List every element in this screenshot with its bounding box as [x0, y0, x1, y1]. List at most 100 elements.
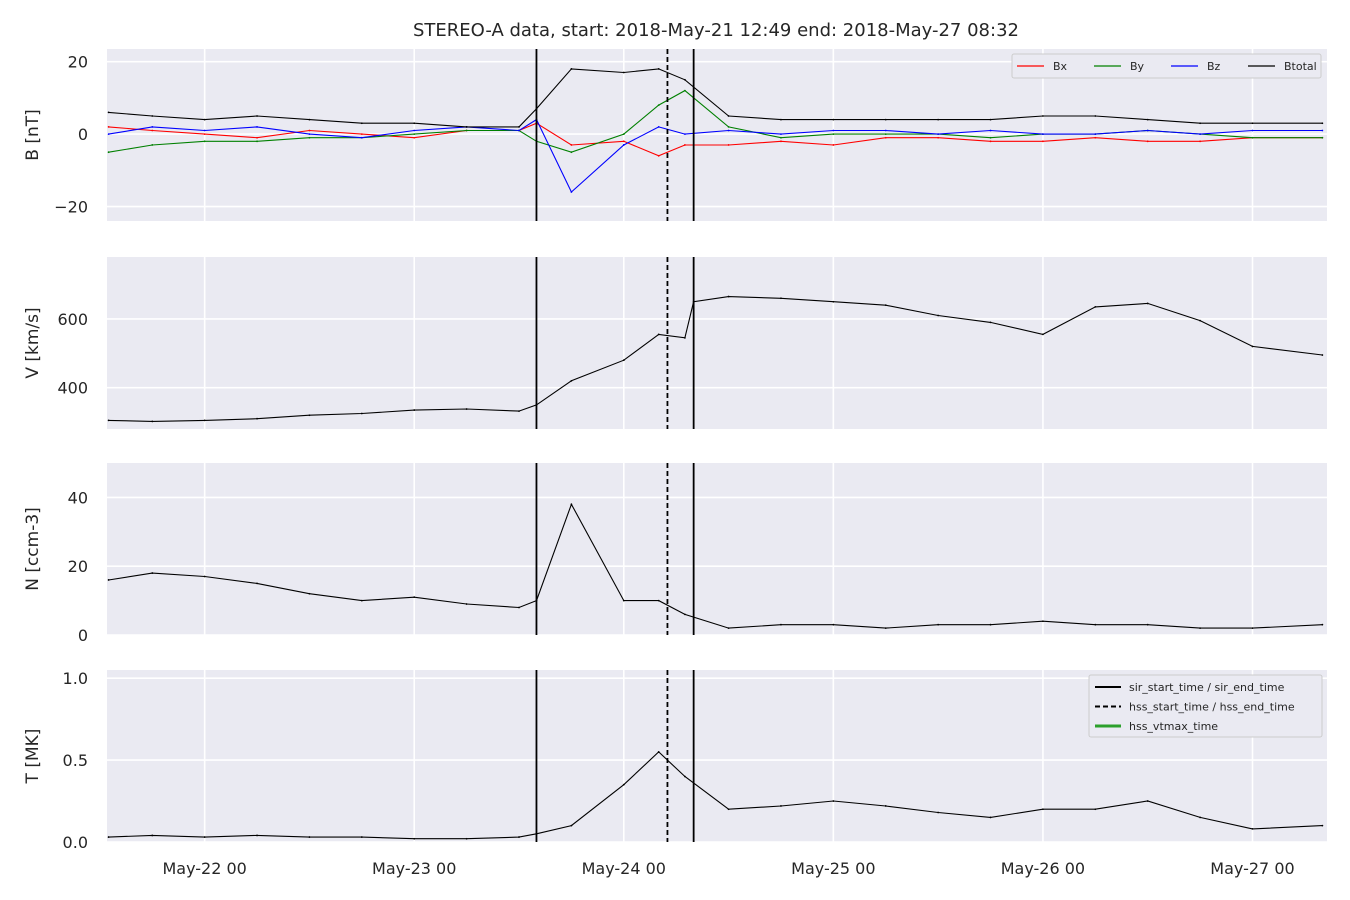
data-point: [832, 118, 835, 121]
data-point: [727, 115, 730, 117]
data-point: [518, 129, 520, 132]
data-point: [107, 579, 110, 581]
data-point: [884, 133, 887, 135]
panel-B: −20 0 20 B [nT] Bx By Bz Btotal: [23, 49, 1327, 221]
data-point: [308, 136, 311, 139]
data-point: [1094, 305, 1097, 308]
data-point: [1146, 302, 1149, 305]
data-point: [832, 133, 835, 135]
data-point: [570, 379, 573, 382]
x-tick-label: May-25 00: [791, 859, 875, 878]
data-point: [151, 144, 154, 146]
series-line-Bz: [108, 118, 1323, 193]
data-point: [107, 836, 110, 838]
data-point: [203, 118, 206, 121]
data-point: [780, 623, 782, 626]
data-point: [107, 419, 110, 422]
data-point: [151, 129, 154, 132]
data-point: [727, 125, 730, 128]
data-point: [1042, 133, 1044, 135]
data-point: [1321, 129, 1324, 132]
y-tick-label: 0.0: [63, 833, 88, 852]
data-point: [256, 115, 258, 117]
data-point: [1321, 824, 1324, 827]
data-point: [937, 314, 940, 317]
y-tick-label: 1.0: [63, 669, 88, 688]
data-point: [832, 623, 835, 626]
y-tick-label: 20: [68, 53, 88, 72]
y-tick-label: 0: [78, 626, 88, 645]
data-point: [684, 336, 686, 339]
data-point: [360, 599, 363, 602]
data-point: [1042, 140, 1044, 143]
data-point: [308, 592, 311, 595]
data-point: [151, 834, 154, 837]
data-point: [360, 136, 363, 139]
data-point: [203, 419, 206, 422]
panels-group: −20 0 20 B [nT] Bx By Bz Btotal 400 600 V [km/s] 0 2…: [23, 49, 1327, 878]
data-point: [1042, 808, 1044, 811]
y-tick-label: 600: [57, 310, 88, 329]
data-point: [1146, 129, 1149, 132]
data-point: [622, 140, 625, 143]
data-point: [622, 783, 625, 786]
data-point: [413, 129, 416, 132]
data-point: [518, 410, 520, 413]
data-point: [1042, 115, 1044, 117]
data-point: [780, 133, 782, 135]
data-point: [308, 836, 311, 838]
data-point: [1199, 122, 1201, 125]
data-point: [684, 133, 686, 135]
data-point: [413, 837, 416, 840]
data-point: [360, 122, 363, 125]
data-point: [570, 503, 573, 506]
data-point: [203, 140, 206, 143]
data-point: [151, 125, 154, 128]
series-legend: Bx By Bz Btotal: [1011, 53, 1322, 79]
data-point: [989, 129, 992, 132]
data-point: [308, 129, 311, 132]
data-point: [657, 68, 660, 70]
data-point: [684, 775, 686, 778]
data-point: [1321, 136, 1324, 139]
series-line-Btotal: [108, 68, 1323, 128]
legend-label: hss_start_time / hss_end_time: [1129, 701, 1295, 714]
data-point: [832, 129, 835, 132]
data-point: [360, 133, 363, 135]
data-point: [1094, 136, 1097, 139]
data-point: [1146, 623, 1149, 626]
data-point: [832, 300, 835, 303]
x-tick-label: May-24 00: [582, 859, 666, 878]
data-point: [1094, 115, 1097, 117]
data-point: [780, 118, 782, 121]
data-point: [657, 599, 660, 602]
data-point: [780, 136, 782, 139]
data-point: [989, 118, 992, 121]
data-point: [203, 129, 206, 132]
data-point: [256, 136, 258, 139]
data-point: [1094, 623, 1097, 626]
data-point: [151, 572, 154, 574]
data-point: [684, 78, 686, 81]
data-point: [727, 808, 730, 811]
data-point: [684, 144, 686, 146]
x-tick-label: May-23 00: [372, 859, 456, 878]
data-point: [1094, 808, 1097, 811]
data-point: [657, 154, 660, 157]
data-point: [107, 111, 110, 114]
data-point: [1251, 136, 1254, 139]
y-tick-label: 0.5: [63, 751, 88, 770]
data-point: [780, 140, 782, 143]
data-point: [937, 136, 940, 139]
x-tick-label: May-27 00: [1210, 859, 1294, 878]
data-point: [727, 295, 730, 298]
data-point: [1094, 133, 1097, 135]
data-point: [1146, 140, 1149, 143]
data-point: [657, 751, 660, 753]
data-point: [413, 136, 416, 139]
data-point: [465, 129, 468, 132]
data-point: [884, 136, 887, 139]
data-point: [937, 133, 940, 135]
data-point: [1251, 129, 1254, 132]
